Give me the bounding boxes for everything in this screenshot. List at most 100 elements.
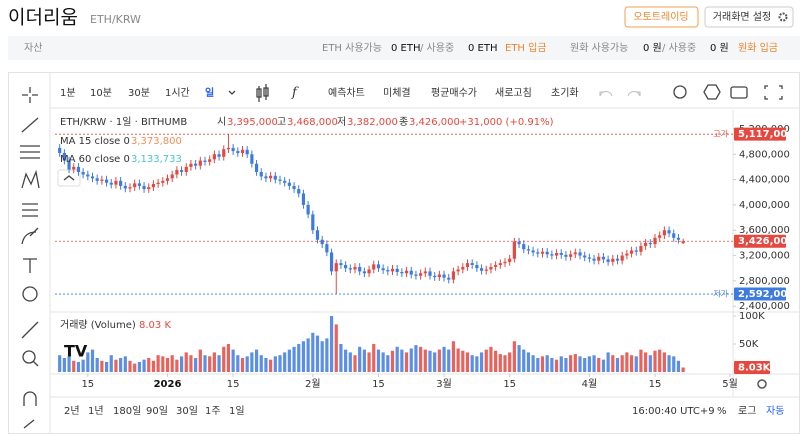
log-toggle[interactable]: 로그: [738, 406, 756, 417]
auto-toggle[interactable]: 자동: [766, 405, 784, 417]
ma-value: 3,133,733: [131, 154, 182, 165]
zoom-tool[interactable]: [22, 350, 36, 364]
range-button[interactable]: 30일: [176, 405, 198, 417]
interval[interactable]: 1시간: [165, 87, 190, 99]
volume-bar: [147, 358, 151, 372]
text-tool[interactable]: [23, 258, 37, 273]
indicator-icon[interactable]: f: [291, 86, 299, 101]
fullscreen-icon[interactable]: [764, 85, 783, 100]
settings-button[interactable]: [704, 6, 794, 28]
x-tick-label: 15: [372, 379, 385, 390]
range-button[interactable]: 1년: [88, 405, 104, 417]
volume-bar: [536, 358, 540, 372]
volume-bar: [550, 358, 554, 372]
toolbar-button[interactable]: 예측차트: [328, 87, 365, 99]
volume-bar: [437, 349, 441, 372]
interval[interactable]: 일: [205, 86, 214, 99]
range-button[interactable]: 1일: [229, 405, 245, 417]
crosshair-tool[interactable]: [22, 87, 38, 103]
candle-body: [306, 204, 310, 215]
volume-bar: [320, 341, 324, 372]
candle-body: [292, 185, 296, 190]
volume-bar: [278, 355, 282, 372]
volume-bar: [104, 361, 109, 372]
snapshot-icon[interactable]: [730, 86, 748, 99]
candle-body: [67, 160, 71, 170]
zoom-tool[interactable]: [32, 360, 39, 367]
volume-bar: [606, 352, 610, 372]
candle-body: [367, 269, 371, 274]
emoji-tool[interactable]: [22, 286, 38, 302]
volume-bar: [667, 355, 671, 372]
percent-toggle[interactable]: %: [717, 406, 727, 417]
axis-settings[interactable]: [757, 379, 767, 389]
candle-body: [165, 178, 170, 181]
range-button[interactable]: 90일: [146, 405, 168, 417]
range-button[interactable]: 1주: [205, 406, 221, 417]
settings-icon[interactable]: [703, 84, 721, 100]
volume-bar: [447, 349, 451, 372]
volume-bar: [179, 356, 184, 372]
volume-bar: [587, 356, 591, 372]
candle-body: [142, 185, 146, 190]
candle-body: [606, 259, 610, 262]
volume-bar: [494, 350, 498, 372]
fib-tool[interactable]: [20, 145, 40, 159]
volume-bar: [86, 352, 90, 372]
range-button[interactable]: 2년: [64, 405, 80, 417]
candle-body: [311, 214, 315, 231]
compare-icon[interactable]: [673, 85, 687, 99]
candle-body: [662, 230, 666, 236]
x-tick-label: 15: [503, 379, 516, 390]
interval[interactable]: 30분: [128, 87, 150, 99]
interval[interactable]: 1분: [60, 87, 76, 99]
brush-tool[interactable]: [21, 227, 39, 245]
volume-bar: [259, 355, 263, 372]
candle-body: [517, 241, 521, 245]
volume-tick-label: 50K: [739, 339, 759, 350]
candle-body: [611, 258, 615, 262]
volume-bar: [376, 349, 381, 372]
volume-bar: [203, 355, 207, 372]
volume-bar: [653, 350, 657, 372]
candle-body: [212, 154, 216, 160]
candle-body: [461, 266, 465, 270]
projection-tool[interactable]: [22, 203, 38, 217]
candle-body: [531, 250, 535, 253]
volume-bar: [461, 350, 465, 372]
lock-tool[interactable]: [23, 419, 35, 429]
eth-in-use: 0 ETH: [468, 43, 498, 54]
measure-tool[interactable]: [21, 321, 39, 339]
krw-deposit[interactable]: 원화 입금: [738, 41, 778, 54]
line-tool[interactable]: [21, 117, 39, 133]
chart-type-icon[interactable]: [256, 84, 269, 102]
redo-icon[interactable]: [627, 91, 641, 97]
toolbar-button[interactable]: 미체결: [383, 87, 411, 99]
candle-body: [81, 171, 85, 175]
range-button[interactable]: 180일: [113, 405, 141, 417]
interval[interactable]: 10분: [90, 87, 112, 99]
candle-body: [269, 175, 273, 179]
toolbar-button[interactable]: 새로고침: [495, 87, 532, 99]
candle-body: [634, 250, 638, 252]
clock: 16:00:40 UTC+9: [632, 406, 715, 417]
undo-icon[interactable]: [599, 91, 613, 97]
candle-body: [245, 149, 249, 155]
candle-body: [447, 277, 451, 280]
candle-body: [625, 253, 629, 256]
toolbar-button[interactable]: 초기화: [551, 87, 579, 99]
eth-available-label: ETH 사용가능: [322, 42, 382, 54]
volume-bar: [283, 352, 287, 372]
eth-deposit[interactable]: ETH 입금: [505, 41, 547, 54]
volume-bar: [522, 349, 526, 372]
magnet-tool[interactable]: [23, 391, 37, 406]
candle-body: [573, 252, 577, 255]
volume-bar: [386, 355, 390, 372]
toolbar-button[interactable]: 평균매수가: [431, 87, 477, 99]
pattern-tool[interactable]: [21, 169, 40, 189]
candle-body: [58, 147, 62, 153]
autotrade-button[interactable]: [624, 6, 699, 28]
interval-dropdown[interactable]: [228, 90, 236, 95]
candle-body: [569, 254, 573, 257]
candle-body: [156, 182, 160, 185]
